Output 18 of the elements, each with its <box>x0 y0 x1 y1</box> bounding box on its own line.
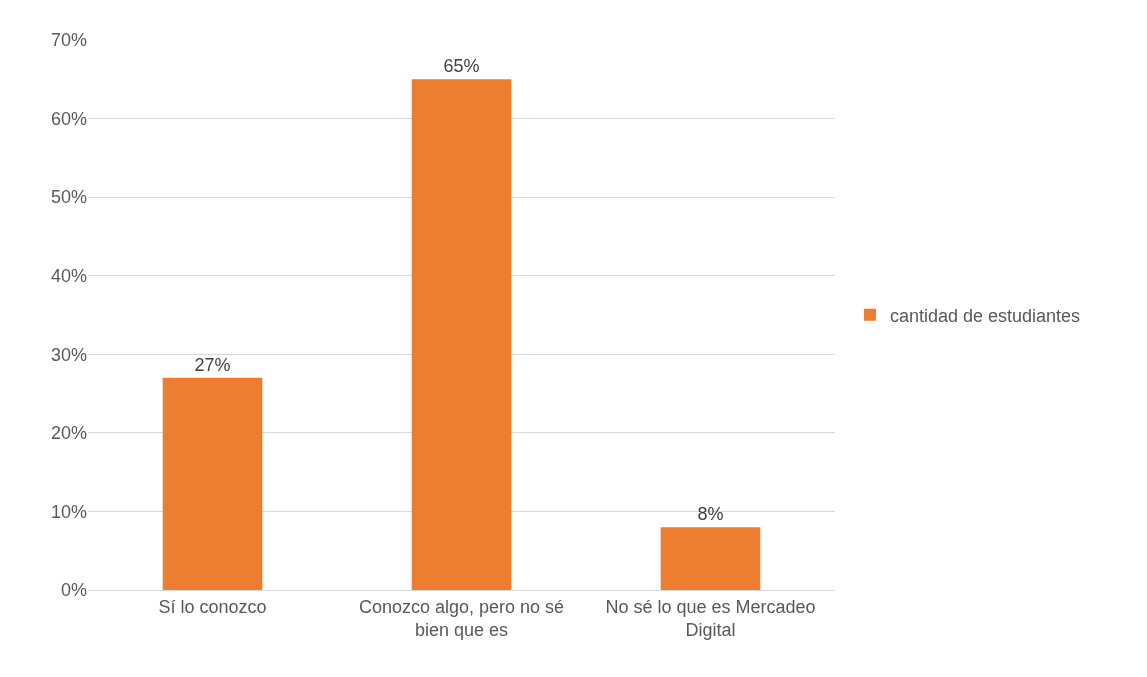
y-tick-label: 40% <box>50 266 87 287</box>
y-tick-label: 10% <box>50 501 87 522</box>
y-tick-label: 30% <box>50 344 87 365</box>
y-tick-label: 50% <box>50 187 87 208</box>
y-tick-label: 20% <box>50 423 87 444</box>
legend-label: cantidad de estudiantes <box>889 305 1081 326</box>
y-tick-label: 0% <box>60 580 87 601</box>
bar <box>411 79 512 590</box>
data-label: 65% <box>443 56 480 77</box>
bar <box>162 377 263 590</box>
x-tick-label: Sí lo conozco <box>158 596 267 617</box>
y-tick-label: 70% <box>50 30 87 51</box>
x-tick-label: Conozco algo, pero no sé bien que es <box>358 596 565 640</box>
data-label: 8% <box>697 504 724 525</box>
bar <box>660 527 761 590</box>
data-label: 27% <box>194 354 231 375</box>
x-tick-label: No sé lo que es Mercadeo Digital <box>605 596 816 640</box>
y-tick-label: 60% <box>50 108 87 129</box>
